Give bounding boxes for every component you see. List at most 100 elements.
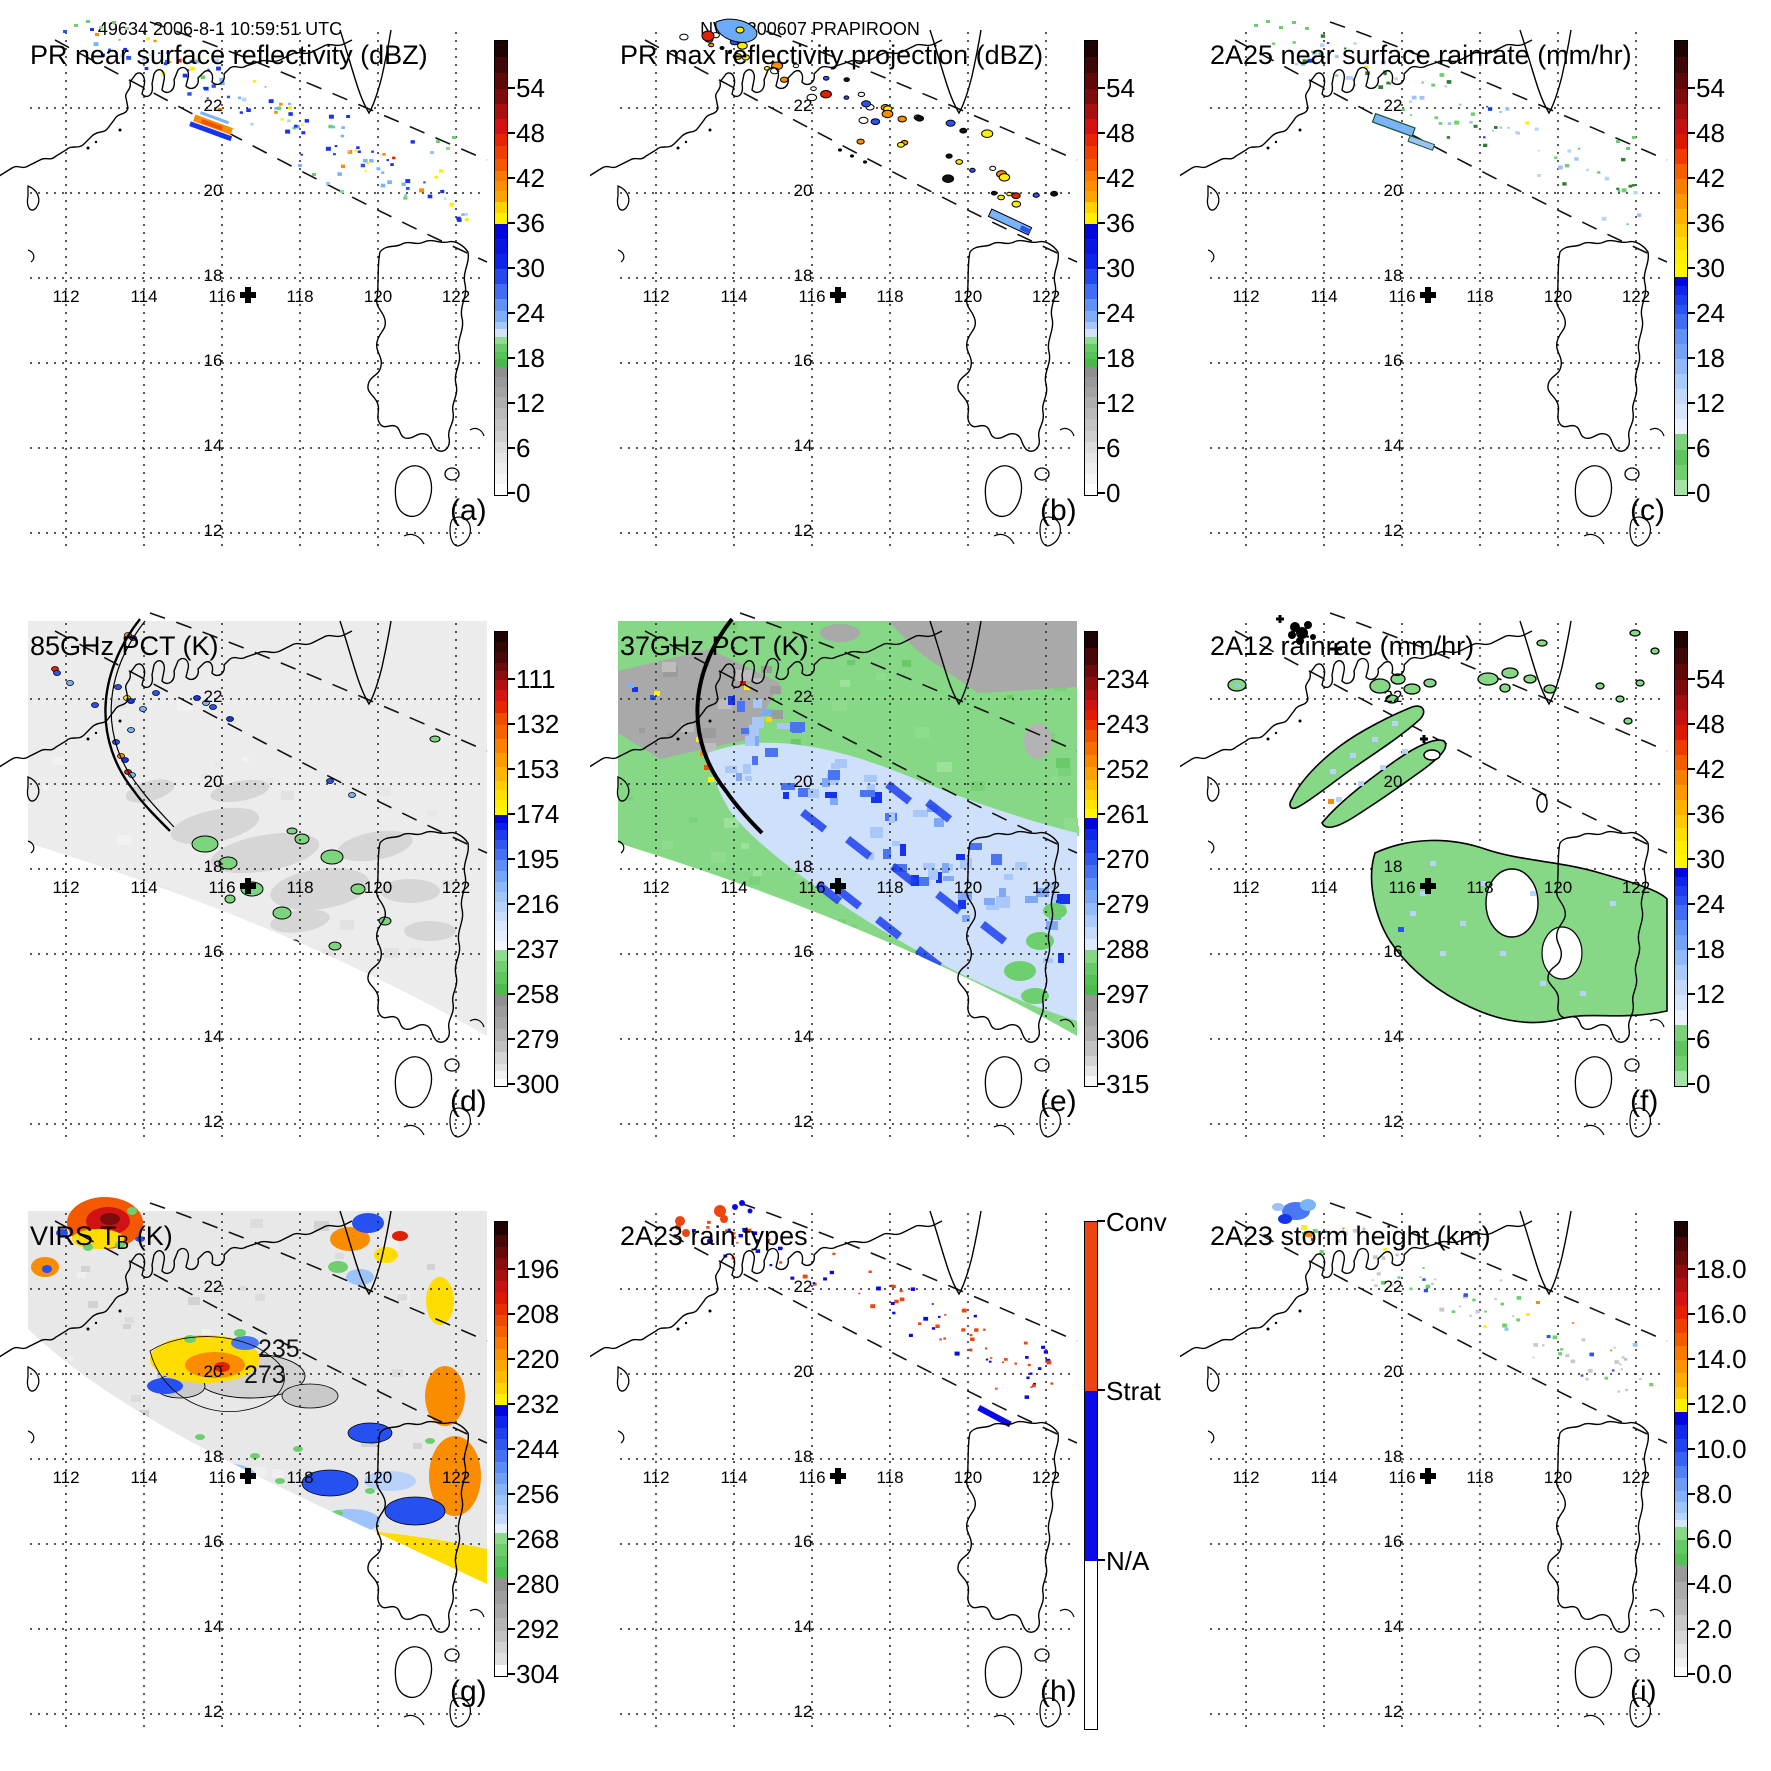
colorbar-segment bbox=[1085, 396, 1097, 409]
colorbar-segment bbox=[1085, 419, 1097, 431]
colorbar-tick-label: 6 bbox=[1696, 1024, 1711, 1054]
colorbar-tick-mark bbox=[507, 492, 515, 494]
colorbar-i bbox=[1674, 1221, 1688, 1677]
colorbar-tick-mark bbox=[1687, 723, 1695, 725]
colorbar-segment bbox=[1085, 632, 1097, 649]
colorbar-tick-mark bbox=[1097, 447, 1105, 449]
lon-label: 114 bbox=[1310, 287, 1337, 306]
colorbar-segment bbox=[495, 329, 507, 337]
geo-labels: 112 114 116 118 120 122 22 20 18 16 14 12 bbox=[52, 96, 470, 540]
lon-label: 112 bbox=[1232, 878, 1259, 897]
colorbar-category-label: Conv bbox=[1106, 1207, 1167, 1237]
colorbar-tick-label: 288 bbox=[1106, 934, 1150, 964]
panel-header-text: 49634 2006-8-1 10:59:51 UTC bbox=[97, 19, 343, 39]
colorbar-tick-label: 0 bbox=[1696, 478, 1711, 508]
lat-label: 12 bbox=[794, 1112, 813, 1131]
lat-label: 12 bbox=[794, 521, 813, 540]
colorbar-segment bbox=[1675, 679, 1687, 695]
lat-label: 12 bbox=[204, 1112, 223, 1131]
panel-title: 2A12 rainrate (mm/hr) bbox=[1210, 631, 1474, 661]
lon-label: 122 bbox=[1032, 1468, 1060, 1487]
lon-label: 112 bbox=[642, 878, 669, 897]
colorbar-segment bbox=[1085, 1025, 1097, 1041]
colorbar-segment bbox=[1675, 1630, 1687, 1645]
colorbar-tick-mark bbox=[1097, 312, 1105, 314]
lon-label: 112 bbox=[642, 1468, 669, 1487]
geo-labels: 112 114 116 118 120 122 22 20 18 16 14 12 bbox=[642, 96, 1060, 540]
colorbar-segment bbox=[495, 766, 507, 781]
colorbar-segment bbox=[495, 1664, 507, 1676]
colorbar-tick-label: 270 bbox=[1106, 844, 1150, 874]
panel-title: 37GHz PCT (K) bbox=[620, 631, 809, 661]
coastlines bbox=[590, 620, 1075, 1138]
colorbar-tick-label: 261 bbox=[1106, 799, 1150, 829]
colorbar-tick-label: 174 bbox=[516, 799, 560, 829]
lat-label: 16 bbox=[1384, 351, 1403, 370]
colorbar-segment bbox=[1675, 148, 1687, 164]
lat-label: 20 bbox=[204, 181, 223, 200]
colorbar-segment bbox=[1675, 965, 1687, 981]
colorbar-segment bbox=[495, 815, 507, 823]
colorbar-tick-label: 315 bbox=[1106, 1069, 1150, 1099]
colorbar-segment bbox=[495, 430, 507, 443]
colorbar-segment bbox=[1675, 877, 1687, 887]
colorbar-segment bbox=[495, 56, 507, 73]
storm-center-marker bbox=[240, 287, 256, 303]
colorbar-tick-mark bbox=[1687, 1358, 1695, 1360]
lat-label: 14 bbox=[794, 436, 813, 455]
colorbar-segment bbox=[1085, 359, 1097, 367]
colorbar-tick-mark bbox=[1687, 1538, 1695, 1540]
colorbar-segment bbox=[495, 1578, 507, 1592]
colorbar-tick-mark bbox=[1097, 1038, 1105, 1040]
panel-title: 2A23 rain types bbox=[620, 1221, 808, 1251]
lon-label: 122 bbox=[1622, 1468, 1650, 1487]
colorbar-category-label: Strat bbox=[1106, 1376, 1161, 1406]
lat-label: 14 bbox=[794, 1617, 813, 1636]
colorbar-segment bbox=[495, 118, 507, 134]
colorbar-segment bbox=[495, 1427, 507, 1439]
colorbar-segment bbox=[495, 419, 507, 431]
colorbar-segment bbox=[1085, 767, 1097, 780]
colorbar-segment bbox=[1085, 133, 1097, 147]
lon-label: 116 bbox=[208, 878, 235, 897]
panel-b: NWP 200607 PRAPIROON 112 114 116 118 120 122 2… bbox=[590, 0, 1180, 590]
colorbar-segment bbox=[495, 931, 507, 941]
colorbar-segment bbox=[1085, 103, 1097, 119]
colorbar-tick-mark bbox=[1687, 1583, 1695, 1585]
colorbar-segment bbox=[495, 738, 507, 753]
lat-label: 18 bbox=[794, 266, 813, 285]
data-overlay bbox=[1272, 1199, 1654, 1393]
colorbar-segment bbox=[1675, 1010, 1687, 1026]
colorbar-segment bbox=[495, 1604, 507, 1618]
colorbar-segment bbox=[1675, 1520, 1687, 1527]
colorbar-tick-mark bbox=[507, 447, 515, 449]
colorbar-segment bbox=[1085, 817, 1097, 829]
colorbar-tick-label: 18 bbox=[516, 343, 545, 373]
colorbar-segment bbox=[495, 911, 507, 922]
colorbar-segment bbox=[1085, 985, 1097, 996]
colorbar-segment bbox=[1675, 1526, 1687, 1541]
lat-label: 22 bbox=[204, 687, 223, 706]
colorbar-segment bbox=[495, 133, 507, 147]
colorbar-tick-mark bbox=[507, 903, 515, 905]
colorbar-segment bbox=[495, 321, 507, 330]
lon-label: 114 bbox=[1310, 878, 1337, 897]
colorbar-segment bbox=[1085, 779, 1097, 790]
colorbar-segment bbox=[1085, 1561, 1097, 1729]
colorbar-segment bbox=[495, 1544, 507, 1556]
lon-label: 118 bbox=[1466, 287, 1493, 306]
colorbar-tick-label: 237 bbox=[516, 934, 560, 964]
colorbar-segment bbox=[1675, 133, 1687, 149]
colorbar-segment bbox=[495, 310, 507, 322]
lon-label: 114 bbox=[130, 1468, 157, 1487]
colorbar-segment bbox=[1675, 724, 1687, 740]
colorbar-g bbox=[494, 1221, 508, 1677]
colorbar-segment bbox=[1675, 905, 1687, 921]
storm-center-marker bbox=[830, 287, 846, 303]
colorbar-segment bbox=[495, 171, 507, 182]
colorbar-segment bbox=[1085, 88, 1097, 104]
lon-label: 120 bbox=[1544, 878, 1572, 897]
colorbar-tick-label: 24 bbox=[516, 298, 545, 328]
colorbar-segment bbox=[495, 690, 507, 702]
lon-label: 114 bbox=[720, 1468, 747, 1487]
